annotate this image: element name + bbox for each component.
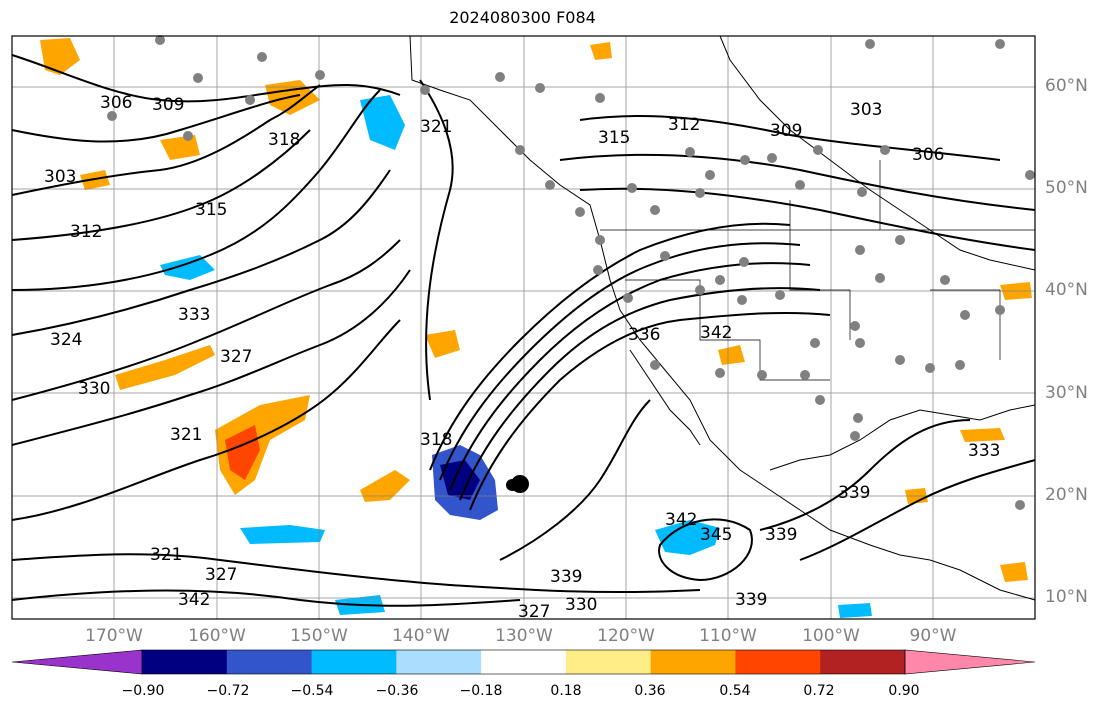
contour-label: 339 [550,567,582,587]
contour-label: 303 [44,167,76,187]
contour-label: 327 [205,565,237,585]
gridlines [12,36,1035,619]
latitude-label: 10°N [1045,587,1088,607]
contour-label: 333 [178,305,210,325]
contour-label: 342 [178,590,210,610]
colorbar-tick-label: 0.36 [634,683,666,699]
map-frame [11,35,1036,620]
contours [11,54,1036,607]
colorbar-tick-label: 0.18 [550,683,582,699]
storm-markers [506,475,529,493]
latitude-label: 40°N [1045,280,1088,300]
contour-label: 303 [850,100,882,120]
colorbar-tick-label: −0.18 [459,683,503,699]
contour-label: 318 [268,130,300,150]
colorbar-segment [650,650,736,674]
coastlines [409,35,1036,601]
contour-label: 315 [598,128,630,148]
contour-label: 342 [700,323,732,343]
colorbar-tick-label: −0.90 [121,683,165,699]
longitude-label: 120°W [597,626,655,646]
contour-label: 345 [700,525,732,545]
colorbar-segment [226,650,313,674]
colorbar-tick-label: −0.72 [206,683,250,699]
longitude-label: 130°W [495,626,553,646]
colorbar-segment [820,650,906,674]
longitude-label: 110°W [699,626,757,646]
longitude-label: 140°W [392,626,450,646]
contour-label: 336 [628,325,660,345]
map-title: 2024080300 F084 [449,8,596,27]
colorbar-extend-high [904,649,1036,675]
colorbar-extend-low [11,649,143,675]
colorbar [11,649,1036,675]
longitude-label: 100°W [802,626,860,646]
colorbar-segment [311,650,397,674]
contour-label: 312 [668,115,700,135]
contour-label: 315 [195,200,227,220]
colorbar-border [141,649,906,675]
contour-label: 330 [565,595,597,615]
colorbar-tick-label: −0.36 [375,683,419,699]
contour-label: 324 [50,330,82,350]
colorbar-segment [735,650,821,674]
colorbar-tick-label: 0.54 [719,683,751,699]
colorbar-segment [396,650,482,674]
latitude-label: 60°N [1045,76,1088,96]
latitude-label: 30°N [1045,383,1088,403]
contour-label: 309 [152,95,184,115]
longitude-label: 160°W [188,626,246,646]
contour-label: 306 [100,93,132,113]
longitude-label: 150°W [290,626,348,646]
contour-label: 312 [70,222,102,242]
contour-label: 321 [150,545,182,565]
contour-label: 342 [665,510,697,530]
colorbar-tick-label: 0.90 [888,683,920,699]
contour-label: 327 [518,602,550,622]
colorbar-segment [481,650,567,674]
latitude-label: 20°N [1045,485,1088,505]
contour-label: 339 [735,590,767,610]
contour-label: 306 [912,145,944,165]
colorbar-tick-label: 0.72 [803,683,835,699]
contour-label: 318 [420,430,452,450]
longitude-label: 170°W [85,626,143,646]
contour-label: 330 [78,379,110,399]
contour-label: 327 [220,347,252,367]
contour-label: 321 [420,117,452,137]
contour-labels: 306 309 303 312 315 318 321 324 327 330 … [44,93,1000,622]
colorbar-tick-label: −0.54 [290,683,334,699]
contour-label: 333 [968,441,1000,461]
longitude-label: 90°W [909,626,957,646]
contour-label: 339 [838,483,870,503]
contour-label: 339 [765,525,797,545]
station-markers [107,35,1035,510]
contour-label: 321 [170,425,202,445]
colorbar-segment [142,650,228,674]
colorbar-segment [565,650,652,674]
contour-label: 309 [770,121,802,141]
latitude-label: 50°N [1045,178,1088,198]
